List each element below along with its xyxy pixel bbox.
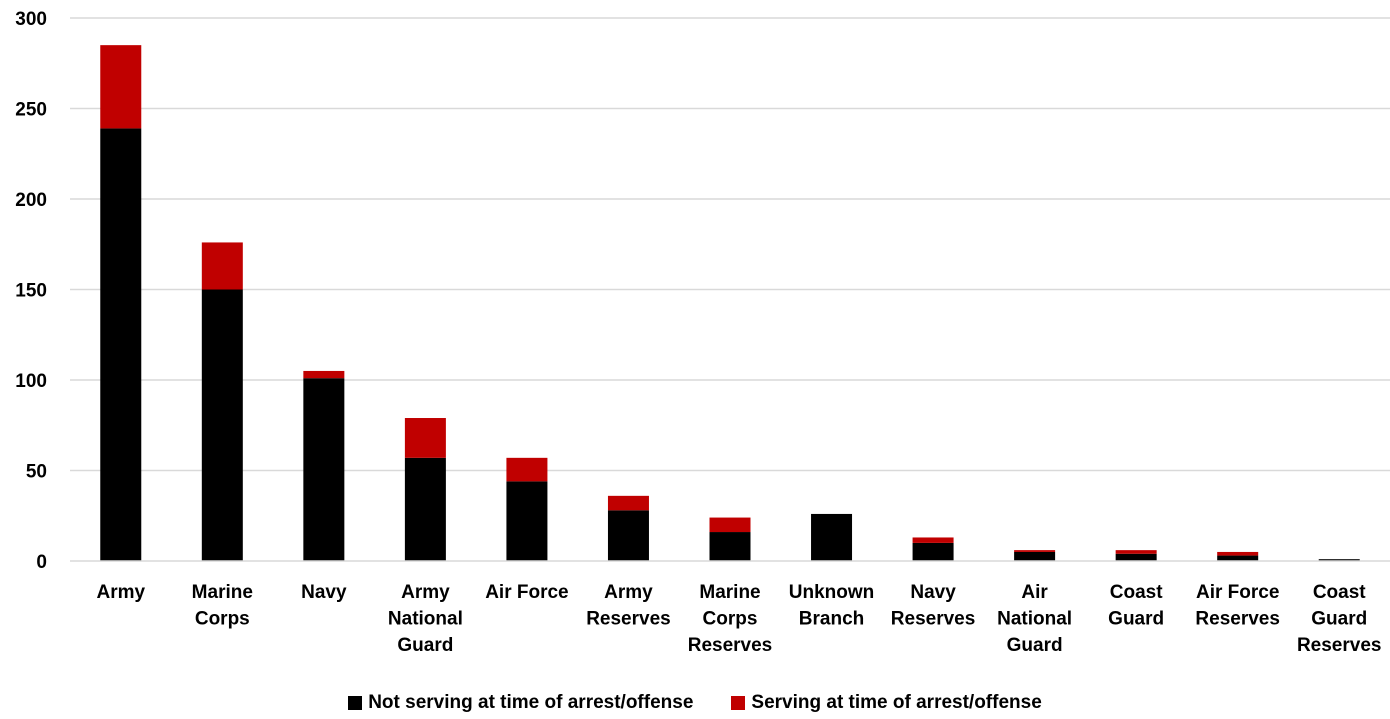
x-category-label-line: Army xyxy=(96,582,145,603)
bar-serving xyxy=(404,418,446,458)
x-category-label-line: Air Force xyxy=(485,582,568,603)
bar-serving xyxy=(1115,550,1157,554)
x-category-label-line: Reserves xyxy=(1297,635,1382,656)
bar-not-serving xyxy=(912,542,954,561)
bar-not-serving xyxy=(1318,559,1360,561)
x-category-label: Navy Reserves xyxy=(891,582,976,630)
x-category-label-line: Reserves xyxy=(688,635,773,656)
x-category-label-line: Air xyxy=(1021,582,1048,603)
y-tick-label: 150 xyxy=(15,281,47,302)
x-category-label: Navy xyxy=(301,582,347,603)
bar-not-serving xyxy=(607,510,649,561)
x-category-label: Marine Corps Reserves xyxy=(688,582,773,656)
y-tick-label: 300 xyxy=(15,9,47,30)
x-category-label-line: Army xyxy=(401,582,450,603)
bar-not-serving xyxy=(1217,555,1259,561)
x-category-label-line: Coast xyxy=(1110,582,1163,603)
bar-not-serving xyxy=(709,532,751,561)
bar-serving xyxy=(1014,550,1056,552)
y-axis-ticks: 0 50 100 150 200 250 300 xyxy=(15,9,47,573)
bar-not-serving xyxy=(506,481,548,561)
bar-not-serving xyxy=(303,378,345,561)
x-category-label: Army National Guard xyxy=(388,582,463,656)
x-category-label: Coast Guard xyxy=(1108,582,1164,630)
bar-serving xyxy=(607,495,649,511)
x-axis-labels: Army Marine Corps Navy Army National Guard Air … xyxy=(96,582,1381,656)
bar-serving xyxy=(1217,551,1259,556)
y-tick-label: 200 xyxy=(15,190,47,211)
x-category-label-line: Branch xyxy=(799,609,864,630)
bars xyxy=(100,45,1360,561)
legend-item-serving: Serving at time of arrest/offense xyxy=(731,692,1042,714)
bar-not-serving xyxy=(404,457,446,561)
x-category-label-line: Coast xyxy=(1313,582,1366,603)
x-category-label-line: Unknown xyxy=(789,582,875,603)
x-category-label-line: Corps xyxy=(195,609,250,630)
legend-label-serving: Serving at time of arrest/offense xyxy=(751,692,1042,713)
y-tick-label: 50 xyxy=(26,462,47,483)
bar-not-serving xyxy=(1014,551,1056,561)
x-category-label-line: Navy xyxy=(301,582,347,603)
legend-swatch-serving xyxy=(731,696,746,710)
x-category-label: Coast Guard Reserves xyxy=(1297,582,1382,656)
x-category-label-line: Reserves xyxy=(891,609,976,630)
x-category-label: Army xyxy=(96,582,145,603)
bar-not-serving xyxy=(1115,553,1157,561)
bar-serving xyxy=(201,242,243,290)
bar-serving xyxy=(100,45,142,129)
x-category-label-line: Air Force xyxy=(1196,582,1279,603)
y-tick-label: 0 xyxy=(36,552,47,573)
x-category-label-line: Reserves xyxy=(586,609,671,630)
bar-not-serving xyxy=(100,128,142,561)
x-category-label: Marine Corps xyxy=(192,582,253,630)
x-category-label-line: Marine xyxy=(192,582,253,603)
x-category-label-line: National xyxy=(997,609,1072,630)
legend: Not serving at time of arrest/offense Se… xyxy=(0,692,1390,714)
x-category-label: Unknown Branch xyxy=(789,582,875,630)
bar-not-serving xyxy=(811,513,853,561)
x-category-label-line: Guard xyxy=(1311,609,1367,630)
x-category-label: Air National Guard xyxy=(997,582,1072,656)
legend-item-not-serving: Not serving at time of arrest/offense xyxy=(348,692,693,714)
y-tick-label: 250 xyxy=(15,100,47,121)
bar-not-serving xyxy=(201,289,243,561)
x-category-label-line: Guard xyxy=(1007,635,1063,656)
x-category-label: Army Reserves xyxy=(586,582,671,630)
x-category-label-line: Marine xyxy=(699,582,760,603)
x-category-label-line: Navy xyxy=(910,582,956,603)
x-category-label-line: Corps xyxy=(703,609,758,630)
bar-serving xyxy=(709,517,751,533)
legend-label-not-serving: Not serving at time of arrest/offense xyxy=(368,692,694,713)
x-category-label: Air Force xyxy=(485,582,568,603)
x-category-label-line: Reserves xyxy=(1195,609,1280,630)
x-category-label-line: Guard xyxy=(397,635,453,656)
x-category-label-line: National xyxy=(388,609,463,630)
legend-swatch-not-serving xyxy=(348,696,363,710)
bar-serving xyxy=(912,537,954,543)
bar-serving xyxy=(506,457,548,482)
x-category-label-line: Army xyxy=(604,582,653,603)
bar-serving xyxy=(303,370,345,379)
x-category-label-line: Guard xyxy=(1108,609,1164,630)
gridlines xyxy=(70,17,1390,472)
x-category-label: Air Force Reserves xyxy=(1195,582,1280,630)
y-tick-label: 100 xyxy=(15,371,47,392)
